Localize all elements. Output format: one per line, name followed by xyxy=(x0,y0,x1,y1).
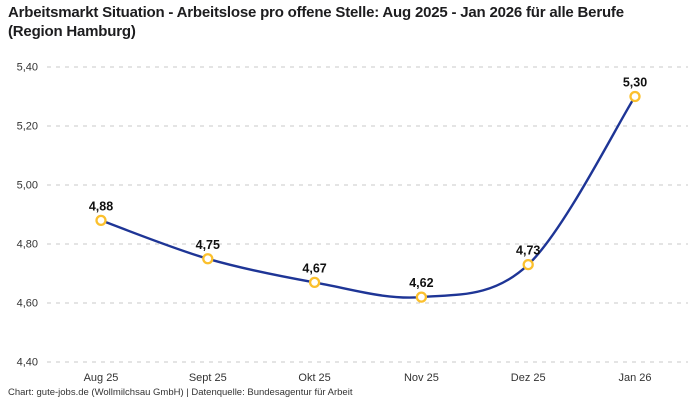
chart-title: Arbeitsmarkt Situation - Arbeitslose pro… xyxy=(8,4,624,40)
data-point-marker xyxy=(629,90,641,103)
data-point-label: 5,30 xyxy=(623,76,647,90)
y-tick-label: 4,60 xyxy=(17,298,38,310)
y-tick-label: 4,80 xyxy=(17,239,38,251)
data-point-marker xyxy=(308,276,321,289)
data-point-marker xyxy=(415,291,428,303)
x-tick-label: Sept 25 xyxy=(189,372,227,384)
y-tick-label: 5,20 xyxy=(17,121,38,133)
x-tick-label: Nov 25 xyxy=(404,372,439,384)
series-line xyxy=(99,95,637,299)
y-tick-label: 4,40 xyxy=(17,357,38,369)
data-point-label: 4,67 xyxy=(302,261,326,275)
data-point-label: 4,73 xyxy=(516,244,540,258)
y-tick-label: 5,40 xyxy=(17,62,38,74)
y-tick-label: 5,00 xyxy=(17,180,38,192)
x-tick-label: Okt 25 xyxy=(298,372,330,384)
chart-credit: Chart: gute-jobs.de (Wollmilchsau GmbH) … xyxy=(8,387,353,398)
data-point-marker xyxy=(202,253,214,265)
data-point-label: 4,62 xyxy=(409,276,433,290)
data-point-marker xyxy=(522,258,534,271)
data-point-marker xyxy=(95,214,107,227)
x-tick-label: Jan 26 xyxy=(618,372,651,384)
x-tick-label: Dez 25 xyxy=(511,372,546,384)
x-tick-label: Aug 25 xyxy=(84,372,119,384)
data-point-label: 4,88 xyxy=(89,199,113,213)
data-point-label: 4,75 xyxy=(196,238,220,252)
